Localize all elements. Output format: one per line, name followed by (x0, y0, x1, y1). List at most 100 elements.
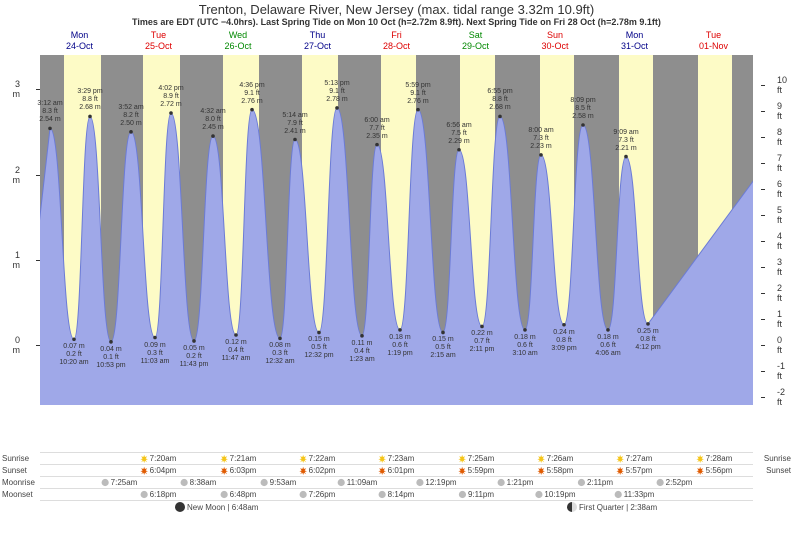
bottom-row-sunset: SunsetSunset6:04pm6:03pm6:02pm6:01pm5:59… (40, 464, 753, 476)
sunrise-cell: 7:20am (140, 454, 177, 463)
bottom-row-moonset: Moonset6:18pm6:48pm7:26pm8:14pm9:11pm10:… (40, 488, 753, 500)
sunrise-cell: 7:28am (696, 454, 733, 463)
sunrise-cell: 7:26am (537, 454, 574, 463)
moonrise-cell: 2:52pm (656, 478, 693, 487)
moonrise-cell: 12:19pm (415, 478, 456, 487)
tide-point-label: 5:14 am7.9 ft2.41 m (282, 112, 307, 136)
moonrise-cell: 11:09am (337, 478, 378, 487)
sunrise-icon (299, 454, 308, 463)
tide-point-label: 8:00 am7.3 ft2.23 m (528, 127, 553, 151)
chart-subtitle: Times are EDT (UTC −4.0hrs). Last Spring… (0, 17, 793, 29)
sunset-cell: 6:02pm (299, 466, 336, 475)
day-header: Thu27-Oct (278, 30, 357, 52)
sunset-icon (537, 466, 546, 475)
y-tick-ft: -1 ft (777, 361, 785, 381)
tide-point-label: 6:56 am7.5 ft2.29 m (446, 122, 471, 146)
tide-point-label: 3:29 pm8.8 ft2.68 m (77, 88, 102, 112)
moonset-icon (220, 490, 229, 499)
tide-point-label: 5:13 pm9.1 ft2.78 m (324, 80, 349, 104)
moonset-icon (299, 490, 308, 499)
moonset-icon (534, 490, 543, 499)
y-tick-ft: 4 ft (777, 231, 782, 251)
tide-point-label: 0.05 m0.2 ft11:43 pm (180, 345, 209, 369)
moonset-cell: 6:48pm (220, 490, 257, 499)
moonset-icon (458, 490, 467, 499)
sunset-cell: 5:59pm (458, 466, 495, 475)
sunset-cell: 6:03pm (220, 466, 257, 475)
tide-point-label: 0.18 m0.6 ft4:06 am (595, 334, 620, 358)
row-label-right: Sunset (755, 466, 791, 475)
day-header: Wed26-Oct (198, 30, 278, 52)
y-tick-ft: 2 ft (777, 283, 782, 303)
tide-point-label: 0.24 m0.8 ft3:09 pm (551, 329, 576, 353)
y-tick-ft: -2 ft (777, 387, 785, 407)
moonrise-cell: 1:21pm (497, 478, 534, 487)
tide-point-label: 4:36 pm9.1 ft2.76 m (239, 82, 264, 106)
y-tick-ft: 6 ft (777, 179, 782, 199)
tide-point-label: 0.09 m0.3 ft11:03 am (141, 342, 170, 366)
sunset-icon (616, 466, 625, 475)
moonrise-icon (180, 478, 189, 487)
tide-point-label: 5:59 pm9.1 ft2.76 m (405, 82, 430, 106)
moonrise-cell: 2:11pm (577, 478, 613, 487)
sunset-cell: 6:01pm (378, 466, 415, 475)
sunrise-cell: 7:27am (616, 454, 653, 463)
sunrise-cell: 7:23am (378, 454, 415, 463)
tide-point-label: 8:09 pm8.5 ft2.58 m (570, 97, 595, 121)
moonset-cell: 10:19pm (534, 490, 575, 499)
tide-point-label: 0.12 m0.4 ft11:47 am (222, 339, 251, 363)
tide-point-label: 0.11 m0.4 ft1:23 am (349, 340, 374, 364)
moonrise-cell: 7:25am (101, 478, 138, 487)
y-tick-ft: 8 ft (777, 127, 782, 147)
y-tick-ft: 5 ft (777, 205, 782, 225)
sunset-icon (140, 466, 149, 475)
sunrise-icon (696, 454, 705, 463)
y-tick-m: 3 m (13, 79, 21, 99)
sunset-cell: 6:04pm (140, 466, 177, 475)
moonset-cell: 8:14pm (378, 490, 415, 499)
moonset-cell: 9:11pm (458, 490, 494, 499)
sunrise-cell: 7:22am (299, 454, 336, 463)
y-tick-m: 2 m (13, 165, 21, 185)
y-tick-m: 0 m (13, 335, 21, 355)
moon-phase-icon (175, 502, 185, 512)
moon-phase: First Quarter | 2:38am (567, 502, 657, 512)
moonrise-icon (337, 478, 346, 487)
bottom-row-sunrise: SunriseSunrise7:20am7:21am7:22am7:23am7:… (40, 452, 753, 464)
sunset-cell: 5:57pm (616, 466, 653, 475)
row-label: Moonrise (2, 478, 38, 487)
tide-point-label: 0.25 m0.8 ft4:12 pm (635, 328, 660, 352)
day-header: Fri28-Oct (357, 30, 436, 52)
sunset-icon (696, 466, 705, 475)
tide-point-label: 0.07 m0.2 ft10:20 am (59, 343, 88, 367)
tide-point-label: 4:32 am8.0 ft2.45 m (200, 108, 225, 132)
moon-phase: New Moon | 6:48am (175, 502, 258, 512)
tide-point-label: 6:00 am7.7 ft2.35 m (364, 117, 389, 141)
y-tick-ft: 10 ft (777, 75, 787, 95)
chart-title: Trenton, Delaware River, New Jersey (max… (0, 0, 793, 17)
sunrise-cell: 7:21am (220, 454, 257, 463)
y-tick-ft: 3 ft (777, 257, 782, 277)
moon-phase-icon (567, 502, 577, 512)
sunset-icon (299, 466, 308, 475)
moonset-cell: 7:26pm (299, 490, 336, 499)
tide-point-label: 3:52 am8.2 ft2.50 m (118, 104, 143, 128)
sunrise-icon (220, 454, 229, 463)
moonrise-icon (415, 478, 424, 487)
sunset-cell: 5:56pm (696, 466, 733, 475)
y-tick-ft: 9 ft (777, 101, 782, 121)
day-header: Sat29-Oct (436, 30, 515, 52)
day-header: Tue01-Nov (674, 30, 753, 52)
y-tick-ft: 7 ft (777, 153, 782, 173)
sun-moon-table: SunriseSunrise7:20am7:21am7:22am7:23am7:… (40, 452, 753, 512)
y-tick-ft: 0 ft (777, 335, 782, 355)
tide-point-label: 0.15 m0.5 ft12:32 pm (304, 336, 333, 360)
chart-area: Mon24-OctTue25-OctWed26-OctThu27-OctFri2… (40, 30, 753, 450)
moonrise-cell: 9:53am (260, 478, 297, 487)
sunset-icon (458, 466, 467, 475)
y-tick-m: 1 m (13, 250, 21, 270)
sunset-icon (378, 466, 387, 475)
moonrise-icon (260, 478, 269, 487)
row-label: Moonset (2, 490, 38, 499)
y-tick-ft: 1 ft (777, 309, 782, 329)
